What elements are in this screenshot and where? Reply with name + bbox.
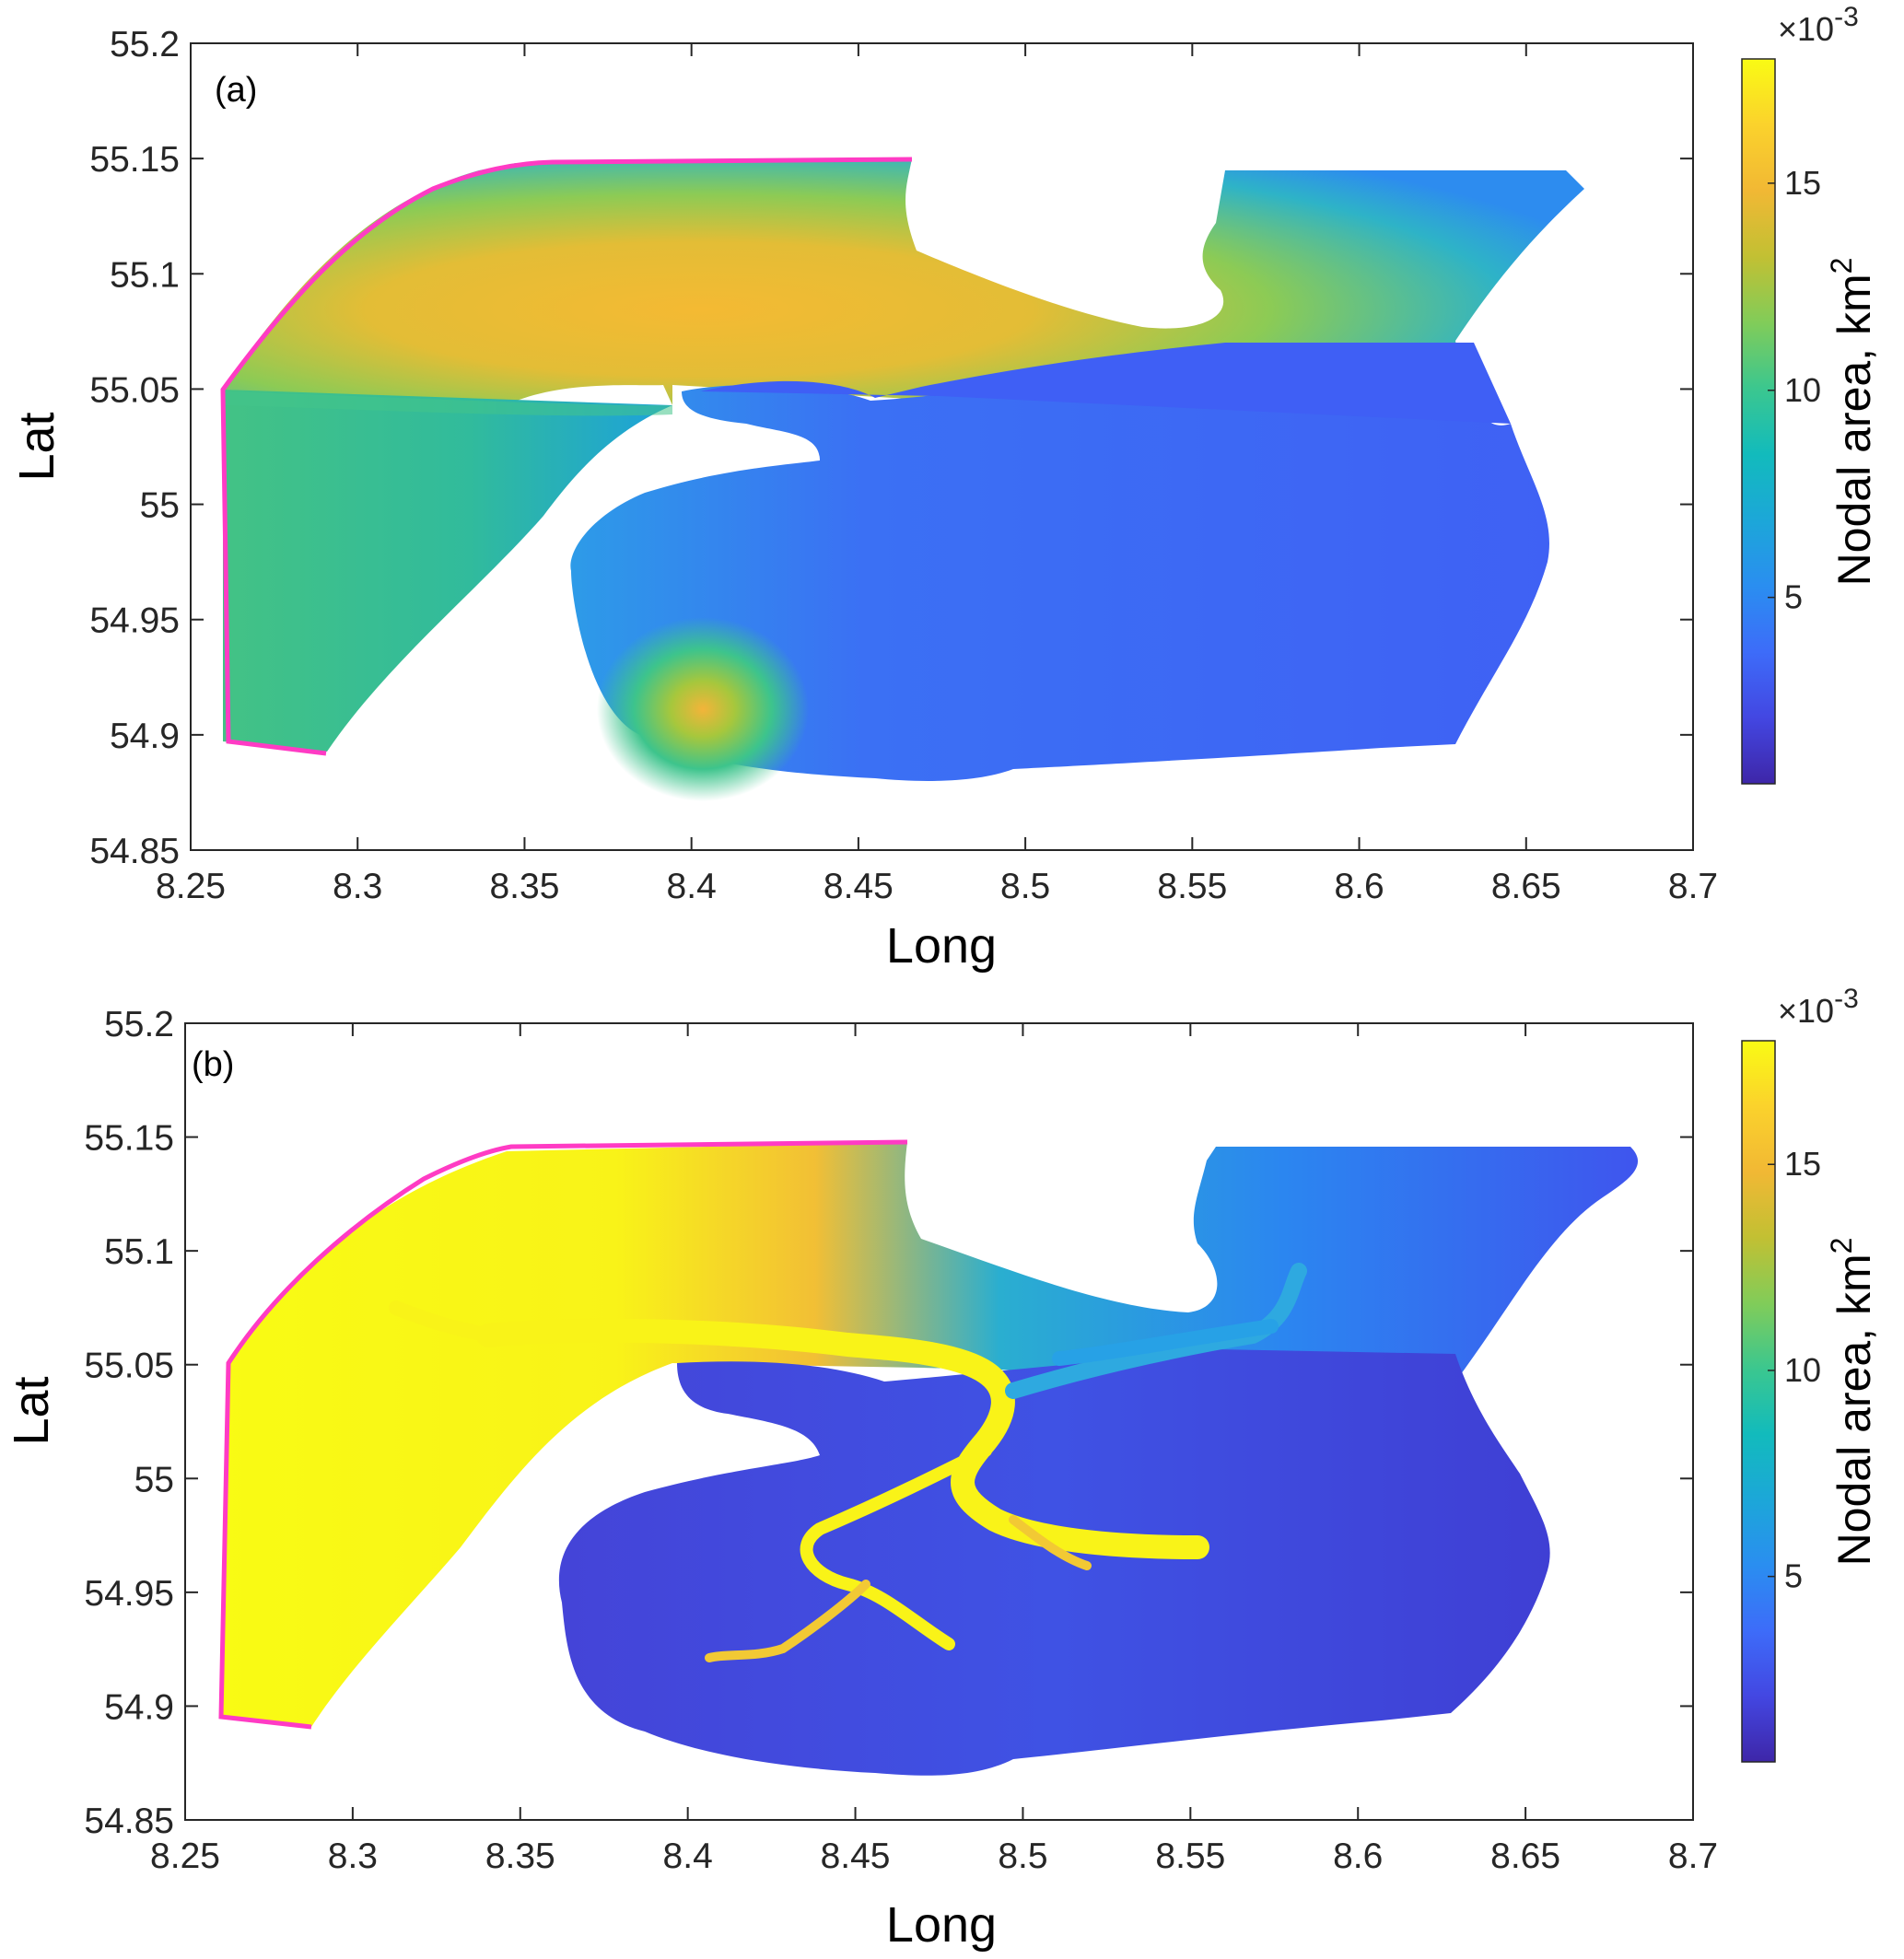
colorbar-tick-label-b-0: 5 bbox=[1784, 1557, 1803, 1595]
y-tick-label-b-4: 55.05 bbox=[84, 1347, 174, 1386]
colorbar-title-text-a: Nodal area, km bbox=[1828, 274, 1880, 586]
axes-box-a bbox=[190, 42, 1694, 851]
inner-basin-b bbox=[558, 1349, 1550, 1776]
colorbar-multiplier-b: ×10-3 bbox=[1778, 984, 1859, 1030]
colorbar-multiplier-base-b: ×10 bbox=[1778, 992, 1834, 1030]
x-tick-label-a-1: 8.3 bbox=[333, 867, 382, 906]
colorbar-title-sup-a: 2 bbox=[1825, 258, 1858, 274]
panel-b: 8.25 8.3 8.35 8.4 8.45 8.5 8.55 8.6 8.65 8.7 54.85… bbox=[4, 984, 1880, 1953]
y-tick-label-b-3: 55 bbox=[134, 1460, 174, 1499]
branch-channel-1-b bbox=[800, 1444, 992, 1650]
colorbar-title-a: Nodal area, km2 bbox=[1825, 258, 1880, 587]
colorbar-multiplier-exp-a: -3 bbox=[1834, 2, 1859, 32]
x-tick-label-b-8: 8.65 bbox=[1490, 1837, 1560, 1876]
x-axis-title-b: Long bbox=[886, 1897, 997, 1953]
y-tick-label-b-0: 54.85 bbox=[84, 1802, 174, 1841]
x-tick-label-b-5: 8.5 bbox=[998, 1837, 1047, 1876]
x-tick-label-a-2: 8.35 bbox=[489, 867, 559, 906]
y-tick-label-a-1: 54.9 bbox=[110, 717, 180, 756]
colorbar-multiplier-base-a: ×10 bbox=[1778, 10, 1834, 48]
x-tick-label-a-3: 8.4 bbox=[667, 867, 717, 906]
y-tick-label-b-5: 55.1 bbox=[104, 1232, 174, 1272]
colorbar-tick-label-b-1: 10 bbox=[1784, 1351, 1821, 1389]
ticks-b: 8.25 8.3 8.35 8.4 8.45 8.5 8.55 8.6 8.65 8.7 54.85… bbox=[84, 1005, 1718, 1876]
colorbar-title-text-b: Nodal area, km bbox=[1828, 1254, 1880, 1566]
heatmap-b bbox=[219, 1142, 1639, 1776]
y-tick-label-a-5: 55.1 bbox=[110, 255, 180, 295]
y-tick-label-a-7: 55.2 bbox=[110, 25, 180, 64]
colorbar-ticks-b: 5 10 15 bbox=[1768, 1145, 1821, 1595]
colorbar-tick-label-a-0: 5 bbox=[1784, 578, 1803, 616]
y-tick-label-a-6: 55.15 bbox=[89, 140, 180, 180]
y-tick-label-a-2: 54.95 bbox=[89, 601, 180, 641]
heatmap-a bbox=[223, 158, 1584, 801]
y-tick-label-a-3: 55 bbox=[140, 486, 180, 526]
ticks-a: 8.25 8.3 8.35 8.4 8.45 8.5 8.55 8.6 8.65 8.7 54.85… bbox=[89, 25, 1718, 906]
colorbar-title-b: Nodal area, km2 bbox=[1825, 1238, 1880, 1567]
axes-box-b bbox=[184, 1022, 1694, 1821]
x-tick-label-a-4: 8.45 bbox=[824, 867, 894, 906]
panel-label-a: (a) bbox=[215, 71, 257, 110]
y-tick-label-a-0: 54.85 bbox=[89, 832, 180, 871]
colorbar-bar-b bbox=[1741, 1040, 1776, 1763]
x-tick-label-a-6: 8.55 bbox=[1157, 867, 1227, 906]
x-tick-label-a-7: 8.6 bbox=[1334, 867, 1384, 906]
southern-hotspot-a bbox=[597, 617, 809, 801]
y-tick-label-b-1: 54.9 bbox=[104, 1687, 174, 1727]
open-boundary-a bbox=[220, 157, 913, 756]
colorbar-tick-label-a-1: 10 bbox=[1784, 371, 1821, 409]
colorbar-tick-label-b-2: 15 bbox=[1784, 1145, 1821, 1183]
colorbar-tick-label-a-2: 15 bbox=[1784, 164, 1821, 202]
northern-lobe-a bbox=[700, 343, 1511, 424]
y-tick-label-b-2: 54.95 bbox=[84, 1574, 174, 1614]
offshore-region-south-a bbox=[223, 390, 672, 752]
panel-a: 8.25 8.3 8.35 8.4 8.45 8.5 8.55 8.6 8.65 8.7 54.85… bbox=[9, 2, 1880, 974]
x-tick-label-a-5: 8.5 bbox=[1000, 867, 1050, 906]
colorbar-a: 5 10 15 ×10-3 Nodal area, km2 bbox=[1741, 2, 1880, 785]
colorbar-bar-a bbox=[1741, 58, 1776, 785]
x-tick-label-b-3: 8.4 bbox=[663, 1837, 713, 1876]
x-tick-label-b-6: 8.55 bbox=[1155, 1837, 1225, 1876]
colorbar-multiplier-exp-b: -3 bbox=[1834, 984, 1859, 1014]
x-tick-label-a-8: 8.65 bbox=[1491, 867, 1561, 906]
y-axis-title-a: Lat bbox=[9, 412, 64, 481]
x-tick-label-a-0: 8.25 bbox=[156, 867, 226, 906]
y-tick-label-b-6: 55.15 bbox=[84, 1119, 174, 1159]
colorbar-title-sup-b: 2 bbox=[1825, 1238, 1858, 1254]
x-tick-label-b-4: 8.45 bbox=[821, 1837, 891, 1876]
x-tick-label-b-9: 8.7 bbox=[1668, 1837, 1718, 1876]
x-tick-label-b-0: 8.25 bbox=[150, 1837, 220, 1876]
y-tick-label-b-7: 55.2 bbox=[104, 1005, 174, 1044]
branch-channel-3-b bbox=[1009, 1515, 1092, 1570]
x-tick-label-b-2: 8.35 bbox=[485, 1837, 555, 1876]
x-tick-label-a-9: 8.7 bbox=[1668, 867, 1718, 906]
x-tick-label-b-7: 8.6 bbox=[1333, 1837, 1383, 1876]
channel-west-arm-b bbox=[389, 1300, 523, 1345]
inner-basin-a bbox=[570, 343, 1549, 781]
offshore-region-b bbox=[219, 1142, 1639, 1727]
panel-label-b: (b) bbox=[192, 1045, 234, 1084]
y-axis-title-b: Lat bbox=[4, 1376, 59, 1445]
x-axis-title-a: Long bbox=[886, 918, 997, 974]
open-boundary-b bbox=[218, 1139, 908, 1730]
colorbar-multiplier-a: ×10-3 bbox=[1778, 2, 1859, 48]
colorbar-ticks-a: 5 10 15 bbox=[1768, 164, 1821, 616]
channel-tongue-a bbox=[223, 391, 672, 416]
y-tick-label-a-4: 55.05 bbox=[89, 370, 180, 410]
colorbar-b: 5 10 15 ×10-3 Nodal area, km2 bbox=[1741, 984, 1880, 1763]
x-tick-label-b-1: 8.3 bbox=[328, 1837, 378, 1876]
branch-channel-2-b bbox=[705, 1580, 870, 1662]
channel-upper-arm-b bbox=[1052, 1319, 1279, 1366]
